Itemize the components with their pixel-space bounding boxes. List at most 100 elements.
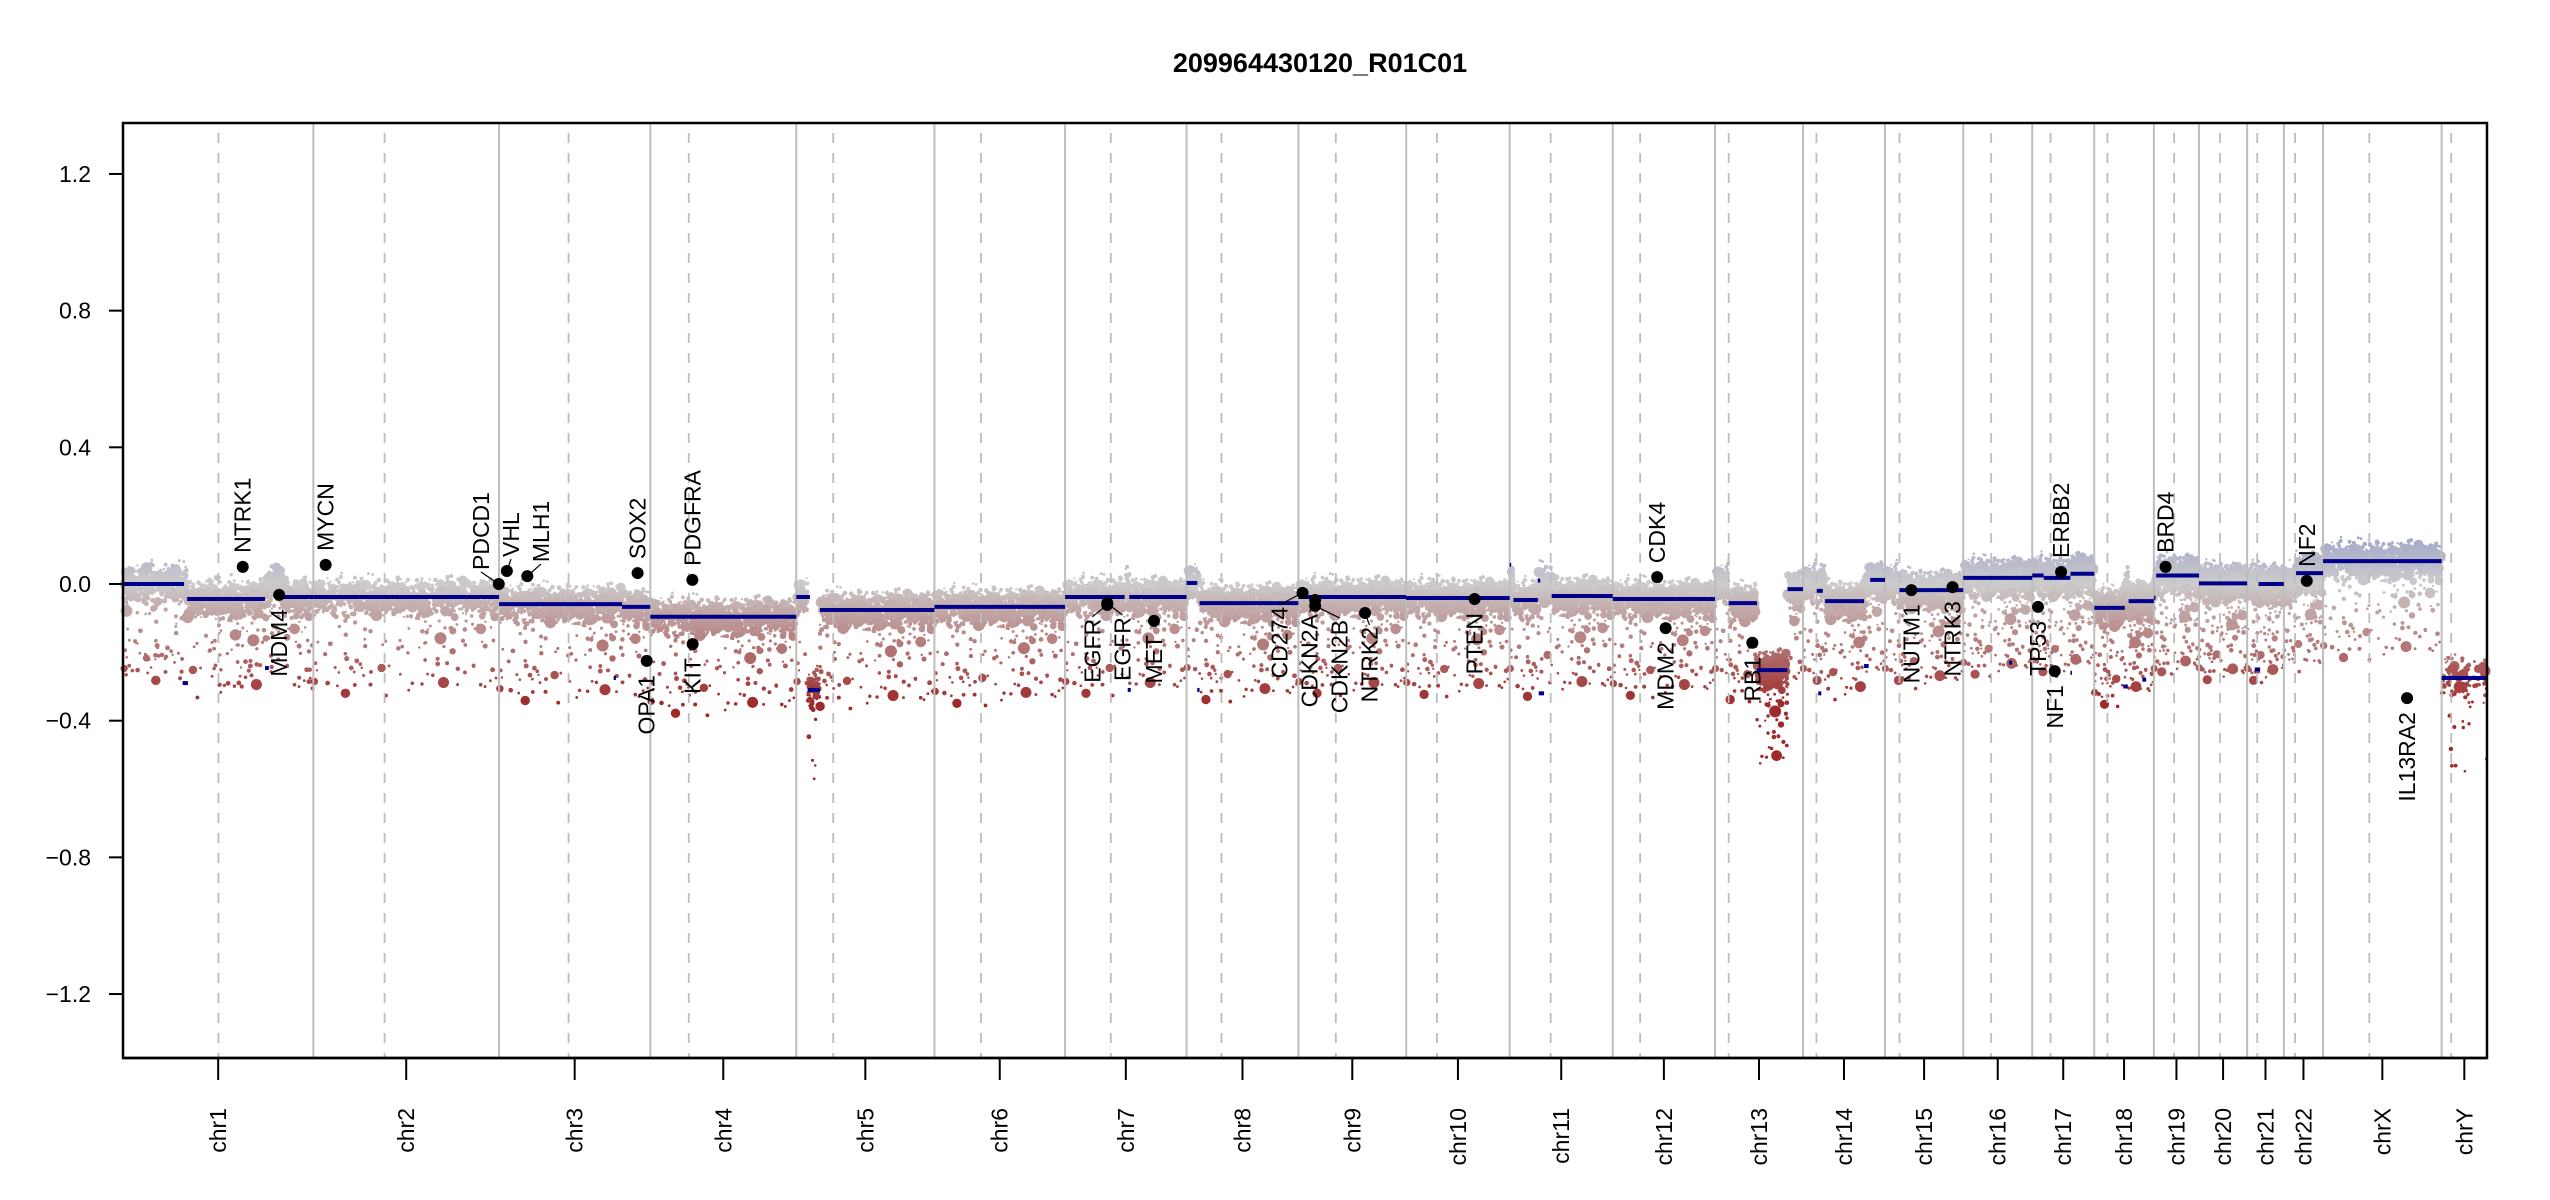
probe-point xyxy=(178,579,180,581)
probe-point xyxy=(309,677,312,680)
probe-point xyxy=(230,573,233,576)
probe-point xyxy=(309,581,312,584)
probe-point xyxy=(167,588,170,591)
probe-point xyxy=(175,598,179,602)
probe-point xyxy=(293,579,297,583)
probe-point xyxy=(128,639,131,642)
probe-point xyxy=(273,583,275,585)
probe-point xyxy=(242,627,245,630)
probe-point xyxy=(297,604,302,609)
probe-point xyxy=(241,580,243,582)
probe-point xyxy=(247,634,259,646)
probe-point xyxy=(224,585,226,587)
probe-point xyxy=(229,585,233,589)
probe-point xyxy=(195,642,198,645)
probe-point xyxy=(182,591,184,593)
probe-point xyxy=(219,668,222,671)
probe-point xyxy=(150,592,152,594)
probe-point xyxy=(239,605,242,608)
probe-point xyxy=(153,653,158,658)
probe-point xyxy=(215,618,217,620)
probe-point xyxy=(164,658,167,661)
probe-point xyxy=(282,603,284,605)
copy-number-plot: 209964430120_R01C01 NTRK1MDM4MYCN PDCD1 VH… xyxy=(0,0,2550,1200)
probe-point xyxy=(267,572,269,574)
probe-point xyxy=(131,669,135,673)
probe-point xyxy=(242,607,244,609)
probe-point xyxy=(232,584,234,586)
probe-point xyxy=(174,631,178,635)
probe-point xyxy=(226,681,231,686)
probe-point xyxy=(128,566,130,568)
probe-point xyxy=(252,586,255,589)
probe-point xyxy=(258,663,262,667)
probe-point xyxy=(236,643,239,646)
probe-point xyxy=(125,578,129,582)
probe-point xyxy=(308,600,311,603)
probe-point xyxy=(208,580,211,583)
probe-point xyxy=(246,630,248,632)
probe-point xyxy=(298,685,301,688)
probe-point xyxy=(141,589,143,591)
probe-point xyxy=(164,670,168,674)
probe-point xyxy=(297,644,302,649)
probe-point xyxy=(150,666,153,669)
probe-point xyxy=(266,602,270,606)
probe-point xyxy=(292,603,296,607)
probe-point xyxy=(204,634,208,638)
probe-point xyxy=(293,613,299,619)
probe-point xyxy=(241,644,244,647)
probe-point xyxy=(127,664,131,668)
probe-point xyxy=(154,620,158,624)
probe-point xyxy=(295,590,300,595)
probe-point xyxy=(141,574,144,577)
probe-point xyxy=(194,616,197,619)
probe-point xyxy=(217,623,221,627)
probe-point xyxy=(129,586,134,591)
probe-point xyxy=(230,620,232,622)
probe-point xyxy=(280,571,284,575)
probe-point xyxy=(144,613,147,616)
probe-point xyxy=(249,590,253,594)
probe-point xyxy=(217,583,219,585)
probe-point xyxy=(196,580,200,584)
probe-point xyxy=(149,567,151,569)
probe-point xyxy=(133,639,137,643)
probe-point xyxy=(132,570,134,572)
probe-point xyxy=(249,673,253,677)
probe-point xyxy=(154,639,157,642)
probe-point xyxy=(162,585,167,590)
probe-point xyxy=(236,660,239,663)
probe-point xyxy=(233,631,237,635)
probe-point xyxy=(148,658,150,660)
probe-point xyxy=(222,601,225,604)
probe-point xyxy=(136,611,140,615)
probe-point xyxy=(164,608,168,612)
probe-point xyxy=(307,649,311,653)
probe-point xyxy=(251,622,254,625)
probe-point xyxy=(256,591,260,595)
probe-point xyxy=(297,584,301,588)
probe-point xyxy=(243,659,248,664)
probe-point xyxy=(244,676,247,679)
probe-point xyxy=(174,614,178,618)
probe-point xyxy=(259,604,261,606)
probe-point xyxy=(295,641,297,643)
probe-point xyxy=(146,566,148,568)
probe-point xyxy=(203,610,210,617)
probe-point xyxy=(126,628,129,631)
probe-point xyxy=(272,563,281,572)
probe-point xyxy=(193,588,196,591)
probe-point xyxy=(270,589,272,591)
probe-point xyxy=(285,604,288,607)
probe-point xyxy=(198,591,203,596)
probe-point xyxy=(167,567,171,571)
probe-point xyxy=(185,568,189,572)
probe-point xyxy=(243,614,247,618)
probe-point xyxy=(303,605,306,608)
probe-point xyxy=(232,610,235,613)
probe-point xyxy=(193,602,196,605)
probe-point xyxy=(159,592,162,595)
probe-point xyxy=(188,611,192,615)
probe-point xyxy=(217,604,222,609)
